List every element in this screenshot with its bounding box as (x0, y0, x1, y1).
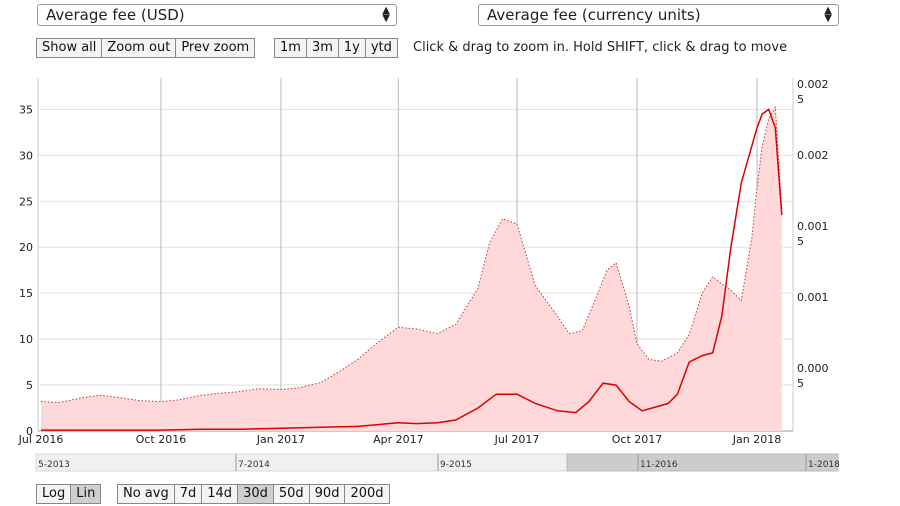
y-right-tick-label: 0.002 5 (797, 78, 829, 106)
zoom-button-group: Show all Zoom out Prev zoom (36, 38, 256, 58)
navigator-label: 5-2013 (38, 460, 70, 470)
avg-50d-button[interactable]: 50d (273, 485, 310, 503)
navigator-label: 1-2018 (808, 460, 840, 470)
right-series-select-value: Average fee (currency units) (487, 6, 701, 24)
y-right-tick-label: 0.001 (797, 291, 829, 304)
y-left-tick-label: 30 (19, 149, 33, 162)
x-tick-label: Apr 2017 (373, 433, 424, 446)
navigator-label: 7-2014 (238, 460, 270, 470)
scale-button-group: Log Lin (36, 484, 102, 504)
range-ytd-button[interactable]: ytd (365, 39, 397, 57)
left-series-select[interactable]: Average fee (USD) ▲ ▼ (37, 4, 397, 26)
y-left-tick-label: 20 (19, 241, 33, 254)
left-series-select-value: Average fee (USD) (46, 6, 185, 24)
range-1m-button[interactable]: 1m (275, 39, 307, 57)
y-right-tick-label: 0.001 5 (797, 220, 829, 248)
units-series-line (41, 108, 783, 431)
navigator-track (35, 453, 568, 472)
navigator-label: 11-2016 (640, 460, 678, 470)
avg-200d-button[interactable]: 200d (345, 485, 389, 503)
range-button-group: 1m 3m 1y ytd (274, 38, 398, 58)
avg-30d-button[interactable]: 30d (238, 485, 274, 503)
avg-90d-button[interactable]: 90d (309, 485, 346, 503)
x-tick-label: Jul 2017 (494, 433, 540, 446)
show-all-button[interactable]: Show all (37, 39, 103, 57)
usd-series-area (41, 107, 782, 431)
usd-series-line (40, 105, 783, 404)
right-series-select[interactable]: Average fee (currency units) ▲ ▼ (478, 4, 839, 26)
avg-14d-button[interactable]: 14d (202, 485, 239, 503)
no-avg-button[interactable]: No avg (118, 485, 175, 503)
log-scale-button[interactable]: Log (37, 485, 72, 503)
y-left-tick-label: 0 (26, 425, 33, 438)
range-3m-button[interactable]: 3m (306, 39, 339, 57)
y-right-tick-label: 0.000 5 (797, 362, 829, 390)
select-arrows-icon: ▲ ▼ (382, 5, 390, 24)
zoom-hint-text: Click & drag to zoom in. Hold SHIFT, cli… (413, 40, 788, 55)
lin-scale-button[interactable]: Lin (71, 485, 101, 503)
x-tick-label: Jan 2017 (256, 433, 305, 446)
y-left-tick-label: 35 (19, 103, 33, 116)
y-left-tick-label: 15 (19, 287, 33, 300)
x-tick-label: Oct 2017 (612, 433, 663, 446)
average-button-group: No avg 7d 14d 30d 50d 90d 200d (117, 484, 390, 504)
navigator-selected-range (566, 453, 839, 472)
prev-zoom-button[interactable]: Prev zoom (176, 39, 255, 57)
x-tick-label: Oct 2016 (136, 433, 187, 446)
navigator-label: 9-2015 (440, 460, 472, 470)
select-arrows-icon: ▲ ▼ (824, 5, 832, 24)
y-left-tick-label: 10 (19, 333, 33, 346)
range-1y-button[interactable]: 1y (338, 39, 366, 57)
y-left-tick-label: 5 (26, 379, 33, 392)
y-left-tick-label: 25 (19, 195, 33, 208)
x-tick-label: Jan 2018 (732, 433, 781, 446)
x-tick-label: Jul 2016 (18, 433, 64, 446)
y-right-tick-label: 0.002 (797, 149, 829, 162)
zoom-out-button[interactable]: Zoom out (102, 39, 177, 57)
avg-7d-button[interactable]: 7d (174, 485, 203, 503)
